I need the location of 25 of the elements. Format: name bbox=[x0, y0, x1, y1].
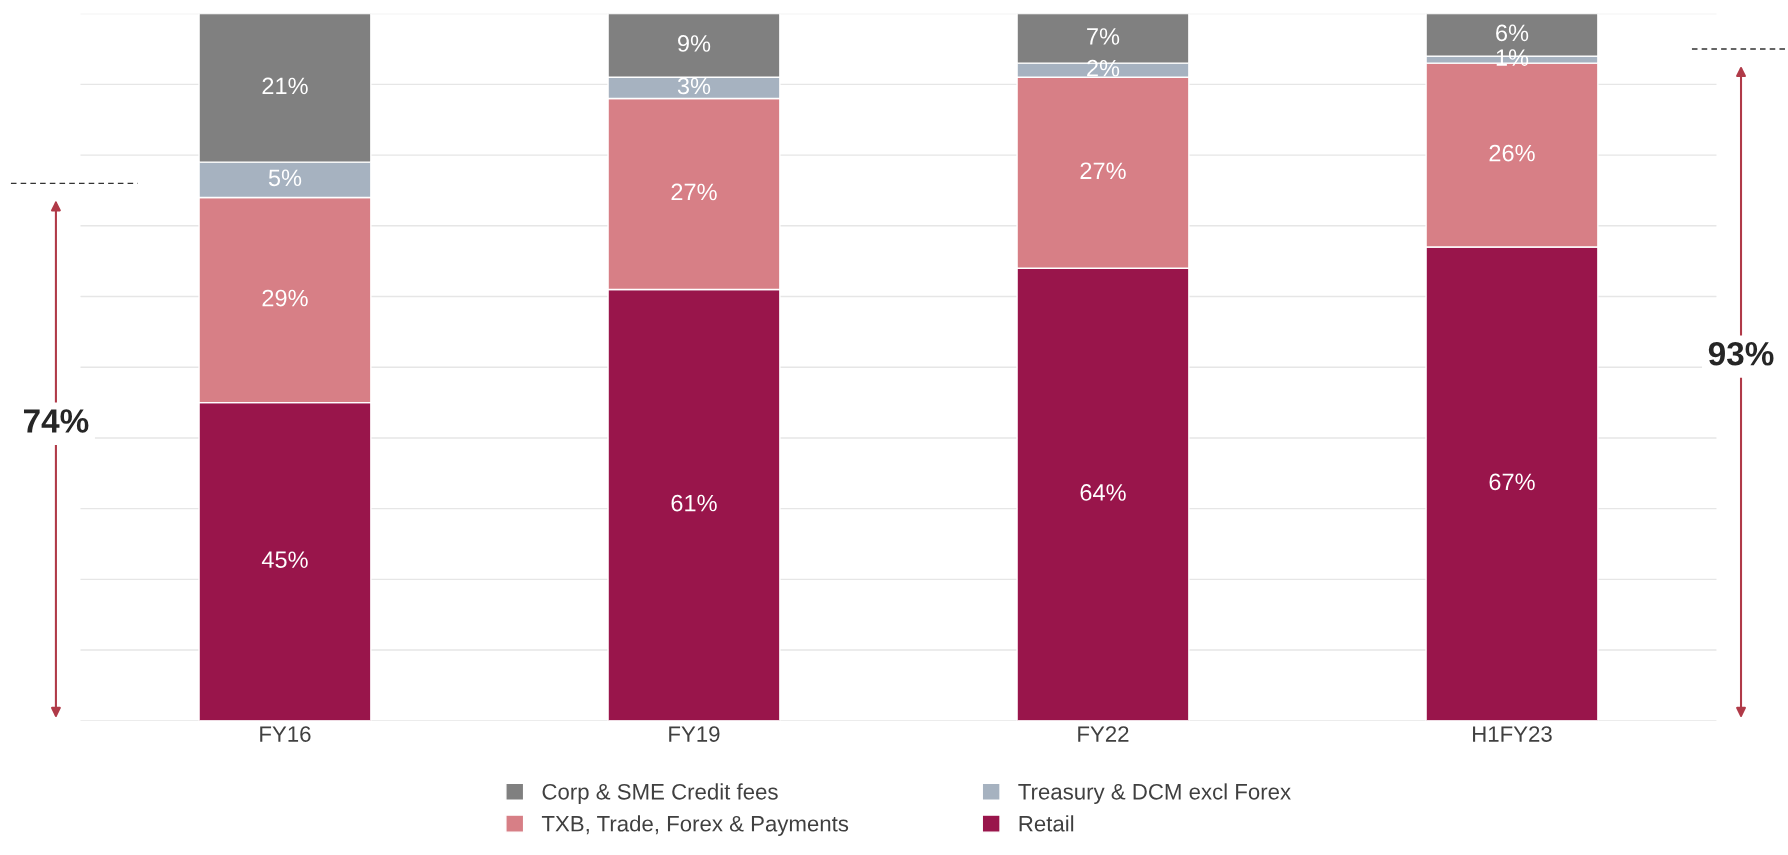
legend-label: Retail bbox=[1019, 815, 1074, 832]
data-label: 7% bbox=[1087, 28, 1120, 45]
data-label: 3% bbox=[677, 77, 711, 95]
data-label: 6% bbox=[1496, 24, 1529, 42]
data-label: 21% bbox=[262, 77, 308, 95]
data-label: 45% bbox=[261, 551, 308, 569]
data-label: 5% bbox=[268, 169, 302, 187]
x-tick-label: FY22 bbox=[1078, 726, 1129, 742]
legend-label: Treasury & DCM excl Forex bbox=[1018, 783, 1291, 805]
annotation: 93% bbox=[1708, 341, 1774, 366]
x-tick-label: FY16 bbox=[260, 726, 311, 742]
data-label: 26% bbox=[1489, 144, 1535, 162]
data-label: 67% bbox=[1489, 473, 1535, 491]
data-label: 9% bbox=[678, 35, 711, 52]
data-label: 27% bbox=[671, 183, 717, 201]
x-tick-label: FY19 bbox=[669, 726, 720, 742]
data-label: 61% bbox=[671, 494, 717, 512]
legend-label: Corp & SME Credit fees bbox=[542, 783, 778, 805]
annotation: 74% bbox=[24, 409, 89, 433]
data-label: 27% bbox=[1080, 162, 1126, 180]
data-label: 64% bbox=[1080, 484, 1126, 501]
data-label: 29% bbox=[262, 289, 308, 307]
legend-label: TXB, Trade, Forex & Payments bbox=[541, 815, 849, 836]
data-label: 2% bbox=[1087, 59, 1120, 77]
x-tick-label: H1FY23 bbox=[1473, 726, 1552, 742]
